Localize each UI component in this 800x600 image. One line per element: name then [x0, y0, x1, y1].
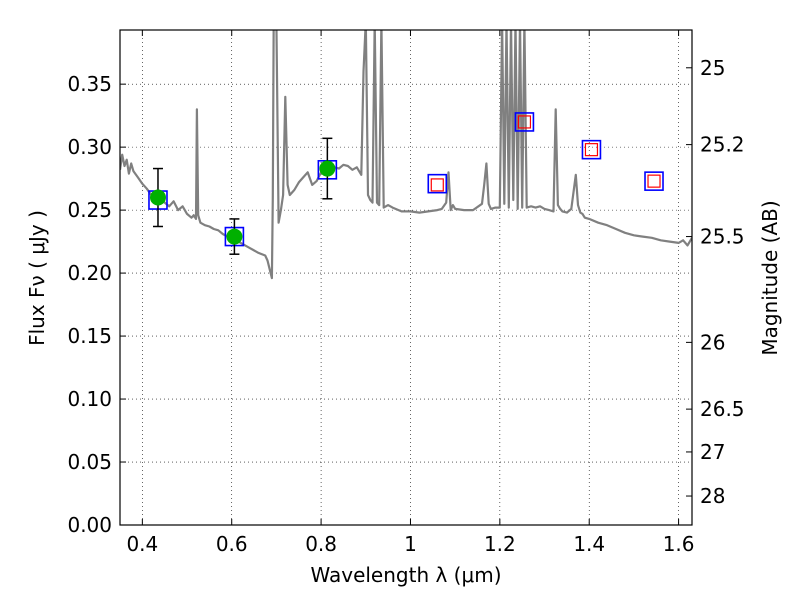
- observed-flux-point: [319, 160, 336, 177]
- limit-flux-square: [647, 174, 661, 188]
- model-flux-square: [514, 112, 535, 132]
- model-flux-square: [581, 139, 602, 160]
- tick-labels: 0.4 0.6 0.8 1 1.2 1.4 1.6 0.00 0.05 0.10 0.15 0.20 0…: [67, 56, 744, 556]
- model-flux-square: [644, 171, 664, 191]
- y-tick-label: 0.00: [67, 513, 112, 537]
- y-tick-label: 0.10: [67, 387, 112, 411]
- x-tick-label: 1.4: [573, 532, 605, 556]
- y-tick-label: 0.35: [67, 72, 112, 96]
- mag-tick-label: 25: [700, 56, 725, 80]
- plot-frame: [119, 29, 693, 526]
- model-flux-square: [427, 173, 448, 194]
- mag-tick-label: 25.2: [700, 133, 745, 157]
- x-tick-label: 0.4: [126, 532, 158, 556]
- axis-ticks: [120, 30, 692, 526]
- limit-flux-square: [584, 143, 599, 157]
- y-tick-label: 0.15: [67, 324, 112, 348]
- mag-tick-label: 27: [700, 440, 725, 464]
- points-layer: [148, 112, 664, 255]
- x-tick-label: 1.6: [663, 532, 695, 556]
- y-axis-title: Flux Fν ( μJy ): [25, 210, 49, 346]
- x-tick-label: 1.2: [484, 532, 516, 556]
- mag-tick-label: 26: [700, 330, 725, 354]
- limit-flux-square: [430, 178, 444, 192]
- y-tick-label: 0.30: [67, 135, 112, 159]
- limit-flux-square: [517, 115, 532, 129]
- x-tick-label: 1: [404, 532, 417, 556]
- observed-flux-point: [149, 189, 166, 206]
- y-tick-label: 0.05: [67, 450, 112, 474]
- mag-tick-label: 28: [700, 484, 725, 508]
- spectrum-layer: [120, 30, 692, 280]
- y-tick-label: 0.25: [67, 198, 112, 222]
- spectrum-line: [120, 30, 692, 280]
- mag-tick-label: 26.5: [700, 397, 745, 421]
- observed-flux-point: [226, 228, 243, 245]
- plot-background: [120, 30, 692, 525]
- x-tick-label: 0.6: [216, 532, 248, 556]
- y-tick-label: 0.20: [67, 261, 112, 285]
- mag-tick-label: 25.5: [700, 225, 745, 249]
- x-axis-title: Wavelength λ (μm): [310, 563, 501, 587]
- x-tick-label: 0.8: [305, 532, 337, 556]
- y2-axis-title: Magnitude (AB): [758, 200, 782, 355]
